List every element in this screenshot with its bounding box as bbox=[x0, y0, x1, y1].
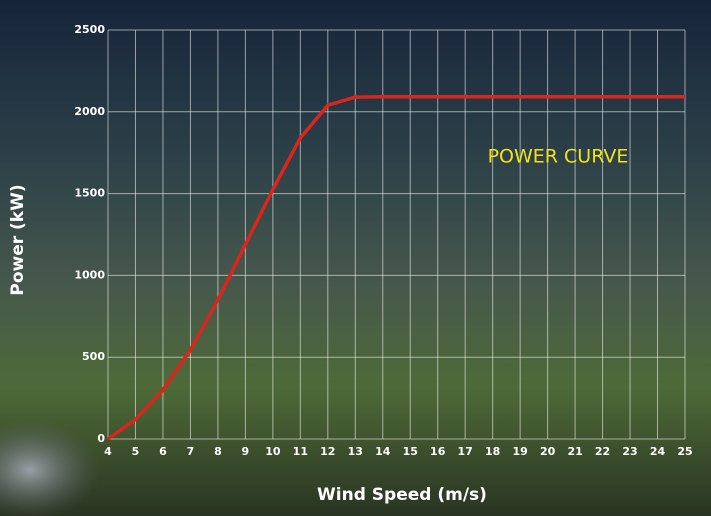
x-tick-label: 8 bbox=[214, 445, 222, 458]
x-tick-label: 10 bbox=[265, 445, 281, 458]
y-tick-label: 500 bbox=[82, 350, 105, 363]
x-tick-label: 14 bbox=[375, 445, 391, 458]
y-tick-label: 0 bbox=[97, 432, 105, 445]
x-tick-label: 12 bbox=[320, 445, 335, 458]
x-tick-label: 13 bbox=[348, 445, 363, 458]
y-axis-title: Power (kW) bbox=[8, 184, 28, 295]
x-tick-label: 5 bbox=[132, 445, 140, 458]
x-tick-label: 20 bbox=[540, 445, 556, 458]
x-tick-label: 4 bbox=[104, 445, 112, 458]
x-tick-label: 7 bbox=[187, 445, 195, 458]
plot-area: 4 5 6 7 8 9 10 11 12 13 14 15 16 17 18 19 20 21 22 23 24 25 0 5… bbox=[74, 23, 692, 458]
background-decoration bbox=[0, 420, 100, 516]
data-line bbox=[106, 94, 685, 441]
x-tick-label: 17 bbox=[458, 445, 473, 458]
x-tick-label: 19 bbox=[512, 445, 527, 458]
y-tick-label: 2000 bbox=[74, 105, 105, 118]
x-tick-label: 22 bbox=[595, 445, 610, 458]
x-tick-label: 23 bbox=[622, 445, 637, 458]
x-tick-label: 25 bbox=[677, 445, 692, 458]
x-tick-label: 24 bbox=[650, 445, 666, 458]
x-tick-label: 21 bbox=[567, 445, 582, 458]
chart-title: POWER CURVE bbox=[488, 146, 629, 168]
y-tick-label: 2500 bbox=[74, 23, 105, 36]
x-tick-label: 11 bbox=[293, 445, 308, 458]
x-tick-label: 16 bbox=[430, 445, 446, 458]
x-tick-label: 9 bbox=[242, 445, 250, 458]
x-tick-label: 15 bbox=[403, 445, 418, 458]
y-tick-label: 1500 bbox=[74, 187, 105, 200]
x-axis-title: Wind Speed (m/s) bbox=[317, 485, 487, 505]
x-tick-label: 6 bbox=[159, 445, 167, 458]
y-tick-label: 1000 bbox=[74, 268, 105, 281]
x-tick-label: 18 bbox=[485, 445, 500, 458]
